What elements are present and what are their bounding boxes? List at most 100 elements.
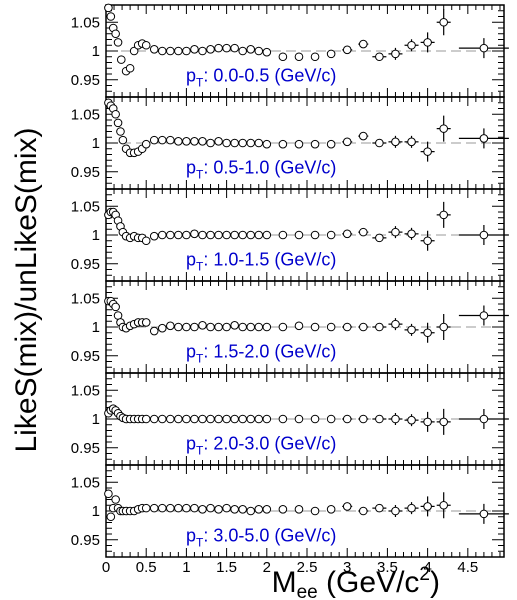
- data-point: [439, 500, 448, 510]
- x-tick-label: 3.5: [377, 559, 398, 576]
- data-point: [190, 229, 199, 239]
- data-point: [310, 322, 320, 332]
- data-point: [294, 52, 304, 62]
- data-point: [113, 118, 123, 128]
- pt-label-p: p: [186, 433, 196, 453]
- x-axis: 0 0.5 1 1.5 2 2.5 3 3.5 4 4.5: [102, 559, 478, 576]
- data-point: [206, 414, 215, 424]
- data-point: [230, 230, 239, 240]
- data-point: [206, 138, 215, 148]
- data-point: [174, 230, 183, 240]
- data-point: [310, 230, 320, 240]
- data-point: [214, 136, 223, 146]
- data-point: [246, 230, 256, 240]
- data-point: [157, 414, 167, 424]
- data-point: [407, 229, 416, 239]
- data-point: [254, 230, 264, 240]
- data-point: [238, 322, 247, 332]
- data-point: [342, 414, 352, 424]
- data-point: [166, 135, 175, 145]
- data-point: [149, 503, 159, 513]
- x-tick-label: 4.5: [457, 559, 478, 576]
- pt-label-range: : 0.0-0.5 (GeV/c): [203, 65, 336, 85]
- data-point: [222, 138, 231, 148]
- x-axis-title-superscript: 2: [419, 564, 430, 585]
- data-point: [222, 230, 231, 240]
- data-point: [230, 320, 239, 330]
- data-point: [190, 414, 199, 424]
- data-point: [391, 49, 400, 59]
- data-point: [262, 47, 272, 57]
- data-point: [294, 139, 304, 149]
- data-point: [391, 414, 400, 424]
- data-point: [358, 39, 368, 49]
- data-point: [230, 43, 239, 53]
- y-tick-label: 1.05: [71, 382, 100, 399]
- data-point: [439, 322, 448, 332]
- data-point: [391, 137, 400, 147]
- data-point: [222, 43, 231, 53]
- data-point: [214, 504, 223, 514]
- data-point: [262, 139, 272, 149]
- data-point: [254, 138, 264, 148]
- data-point: [310, 52, 320, 62]
- data-point: [166, 414, 175, 424]
- data-point: [310, 414, 320, 424]
- data-point: [106, 512, 116, 522]
- data-point: [166, 503, 175, 513]
- pt-range-label: pT: 0.5-1.0 (GeV/c): [186, 157, 336, 181]
- data-point: [198, 320, 207, 330]
- data-point: [375, 52, 384, 62]
- data-point: [326, 49, 336, 59]
- y-tick-label: 1.05: [71, 290, 100, 307]
- data-point: [326, 322, 336, 332]
- data-point: [141, 503, 151, 513]
- y-tick-label: 0.95: [71, 348, 100, 365]
- x-tick-label: 0: [102, 559, 110, 576]
- pt-label-subscript: T: [196, 75, 204, 89]
- data-point: [182, 414, 191, 424]
- data-point: [342, 229, 352, 239]
- pt-label-p: p: [186, 249, 196, 269]
- data-point: [238, 414, 247, 424]
- panel-6: 1.05 1 0.95 pT: 3.0-5.0 (GeV/c): [71, 464, 509, 558]
- y-tick-label: 0.95: [71, 440, 100, 457]
- x-tick-label: 2.5: [297, 559, 318, 576]
- y-tick-label: 1: [92, 43, 100, 60]
- data-point: [278, 230, 288, 240]
- data-point: [423, 38, 432, 47]
- data-point: [118, 135, 128, 145]
- data-point: [407, 137, 416, 147]
- data-point: [157, 135, 167, 145]
- data-point: [375, 233, 384, 243]
- data-point: [141, 414, 151, 424]
- pt-label-p: p: [186, 341, 196, 361]
- data-point: [206, 322, 215, 332]
- data-point: [375, 138, 384, 148]
- data-point: [246, 414, 256, 424]
- data-point: [278, 52, 288, 62]
- data-point: [141, 318, 151, 327]
- data-point: [375, 414, 384, 424]
- data-point: [129, 46, 139, 56]
- data-point: [342, 45, 352, 55]
- panel-5: 1.05 1 0.95 pT: 2.0-3.0 (GeV/c): [71, 372, 509, 466]
- pt-range-label: pT: 1.5-2.0 (GeV/c): [186, 341, 336, 365]
- data-point: [149, 326, 159, 336]
- pt-label-subscript: T: [196, 535, 204, 549]
- data-point: [230, 138, 239, 148]
- data-point: [166, 230, 175, 240]
- x-tick-label: 1.5: [216, 559, 237, 576]
- pt-label-p: p: [186, 525, 196, 545]
- data-point: [391, 506, 400, 516]
- data-point: [190, 44, 199, 54]
- data-point: [206, 503, 215, 513]
- data-point: [254, 46, 264, 56]
- data-point: [375, 322, 384, 332]
- pt-label-p: p: [186, 65, 196, 85]
- y-tick-label: 1: [92, 411, 100, 428]
- data-point: [198, 504, 207, 514]
- pt-label-p: p: [186, 157, 196, 177]
